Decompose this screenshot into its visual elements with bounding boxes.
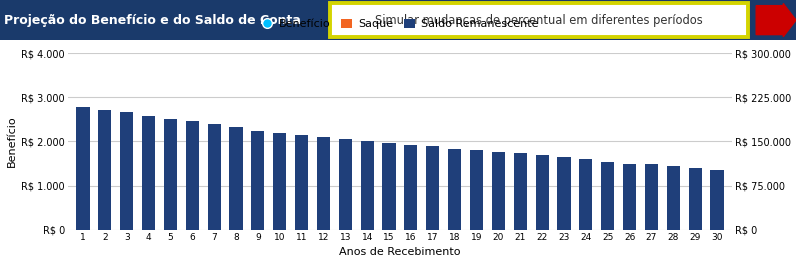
Bar — [76, 107, 89, 230]
Text: Simular mudanças de percentual em diferentes períodos: Simular mudanças de percentual em difere… — [376, 14, 703, 27]
Bar — [579, 159, 592, 230]
Bar — [513, 153, 527, 230]
Bar — [229, 127, 243, 230]
Bar — [601, 162, 615, 230]
Bar — [667, 166, 680, 230]
Text: Projeção do Benefício e do Saldo de Conta: Projeção do Benefício e do Saldo de Cont… — [4, 14, 301, 27]
Bar — [273, 134, 287, 230]
Y-axis label: Benefício: Benefício — [7, 116, 17, 167]
Bar — [383, 143, 396, 230]
Bar — [76, 211, 89, 230]
Bar — [120, 112, 133, 230]
Bar — [295, 135, 308, 230]
FancyArrow shape — [756, 4, 796, 37]
Bar — [448, 149, 461, 230]
Bar — [252, 131, 264, 230]
Bar — [557, 157, 571, 230]
Bar — [470, 150, 483, 230]
Bar — [98, 110, 111, 230]
Bar — [361, 141, 374, 230]
Bar — [185, 121, 199, 230]
Bar — [330, 3, 748, 38]
Bar — [689, 168, 702, 230]
Legend: Benefício, Saque, Saldo Remanescente: Benefício, Saque, Saldo Remanescente — [257, 14, 543, 34]
Bar — [711, 170, 724, 230]
Bar — [164, 119, 177, 230]
Bar — [623, 163, 636, 230]
X-axis label: Anos de Recebimento: Anos de Recebimento — [339, 247, 461, 257]
Bar — [404, 144, 417, 230]
Bar — [317, 137, 330, 230]
Bar — [142, 116, 155, 230]
Bar — [426, 146, 439, 230]
Bar — [208, 124, 220, 230]
Bar — [645, 164, 658, 230]
Bar — [536, 155, 548, 230]
Bar — [492, 152, 505, 230]
Bar — [339, 139, 352, 230]
